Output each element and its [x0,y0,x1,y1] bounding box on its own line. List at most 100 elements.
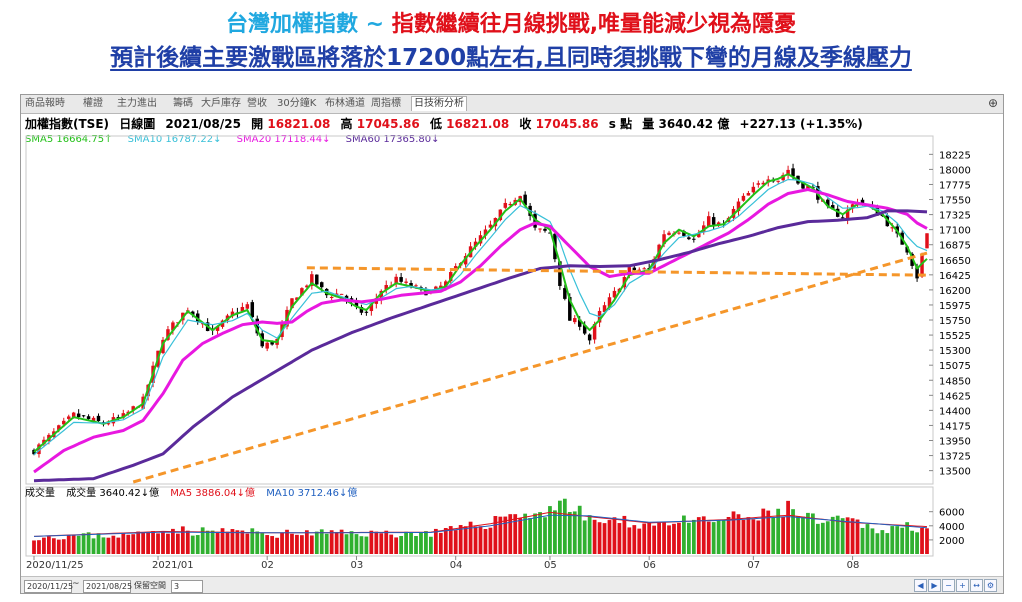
volume-bar [587,515,592,554]
tab-daily-technical[interactable]: 日技術分析 [411,96,467,111]
tab-warrant[interactable]: 權證 [83,98,103,109]
volume-bar [815,523,820,554]
keep-space-input[interactable]: 3 [171,580,203,593]
volume-bar [399,535,404,554]
volume-bar [592,519,597,554]
candle-body [116,417,121,419]
volume-bar [116,537,121,554]
volume-bar [66,535,71,554]
candle-body [538,228,542,230]
volume-bar [553,510,557,554]
candle-body [290,298,294,309]
volume-value: 3640.42 億 [658,117,730,131]
tab-revenue[interactable]: 營收 [247,98,267,109]
chart-period: 日線圖 [119,117,156,131]
close-value: 17045.86 [535,117,599,131]
start-date-select[interactable]: 2020/11/25 [24,580,73,593]
volume-bar [845,517,850,554]
volume-bar [453,530,458,554]
candle-body [840,217,845,219]
candle-body [627,267,632,276]
tab-holder-stock[interactable]: 大戶庫存 [201,98,241,109]
tab-major-trades[interactable]: 主力進出 [117,98,157,109]
volume-bar [736,514,741,554]
x-tick-label: 03 [350,560,363,571]
volume-bar [260,533,265,554]
fit-icon[interactable]: ↔ [970,579,983,592]
volume-bar [647,522,652,554]
volume-bar [468,521,473,554]
candle-body [761,182,766,185]
volume-bar [180,526,185,554]
volume-bar [781,516,786,554]
price-tick-label: 15075 [939,361,971,372]
volume-bar [146,532,150,554]
zoom-out-icon[interactable]: − [942,579,955,592]
price-tick-label: 16650 [939,256,971,267]
volume-bar [156,533,160,554]
headline-line-1: 台灣加權指數 ~ 指數繼續往月線挑戰,唯量能減少視為隱憂 [0,6,1022,38]
high-value: 17045.86 [356,117,420,131]
volume-bar [195,535,200,554]
sma20-line [33,188,928,474]
scroll-right-icon[interactable]: ▶ [928,579,941,592]
price-tick-label: 17100 [939,226,971,237]
settings-icon[interactable]: ⚙ [984,579,997,592]
volume-bar [250,528,255,554]
volume-bar [205,530,210,554]
candle-body [573,318,577,323]
volume-bar [384,530,389,554]
volume-bar [602,523,607,554]
volume-bar [731,511,736,554]
tab-chips[interactable]: 籌碼 [173,98,193,109]
volume-bar [811,513,815,554]
volume-bar [46,536,51,554]
tab-bollinger[interactable]: 布林通道 [325,98,365,109]
price-volume-chart[interactable]: 18225 18000 17775 17550 17325 17100 16875 16650… [21,95,1003,575]
low-value: 16821.08 [446,117,510,131]
open-label: 開 [251,117,264,131]
volume-bar [349,531,354,554]
volume-bar [493,516,498,554]
volume-bar [379,533,384,554]
tab-quote[interactable]: 商品報時 [25,98,65,109]
volume-bar [414,536,418,554]
volume-bar [711,522,716,554]
candle-body [444,281,448,288]
candle-body [577,319,582,327]
volume-bar [101,537,106,554]
price-tick-label: 14625 [939,391,971,402]
candle-body [483,229,488,236]
price-tick-label: 15975 [939,301,971,312]
candle-body [826,199,830,207]
zoom-icon[interactable]: ⊕ [987,96,999,110]
scroll-left-icon[interactable]: ◀ [914,579,927,592]
volume-bar [364,536,369,554]
volume-bar [166,533,170,554]
volume-bar [582,520,587,554]
volume-bar [686,522,691,554]
candle-body [473,241,478,247]
volume-bar [141,532,146,554]
tab-30min-k[interactable]: 30分鐘K [277,98,317,109]
candle-body [250,302,255,318]
tab-weekly[interactable]: 周指標 [371,98,401,109]
candle-body [71,412,76,418]
volume-bar [776,508,781,554]
volume-bar [285,529,289,554]
volume-bar [771,517,776,554]
volume-bar [523,513,528,554]
volume-bar [915,532,919,554]
date-separator: ~ [72,579,80,589]
price-tick-label: 16200 [939,286,971,297]
price-tick-label: 14850 [939,376,971,387]
volume-bar [706,521,711,554]
volume-bar [835,515,840,554]
candle-body [300,288,304,296]
price-tick-label: 15750 [939,316,971,327]
instrument-name: 加權指數(TSE) [25,117,109,131]
headline-index-name: 台灣加權指數 ~ [225,12,392,37]
zoom-in-icon[interactable]: + [956,579,969,592]
volume-bar [543,517,547,554]
end-date-select[interactable]: 2021/08/25 [83,580,132,593]
